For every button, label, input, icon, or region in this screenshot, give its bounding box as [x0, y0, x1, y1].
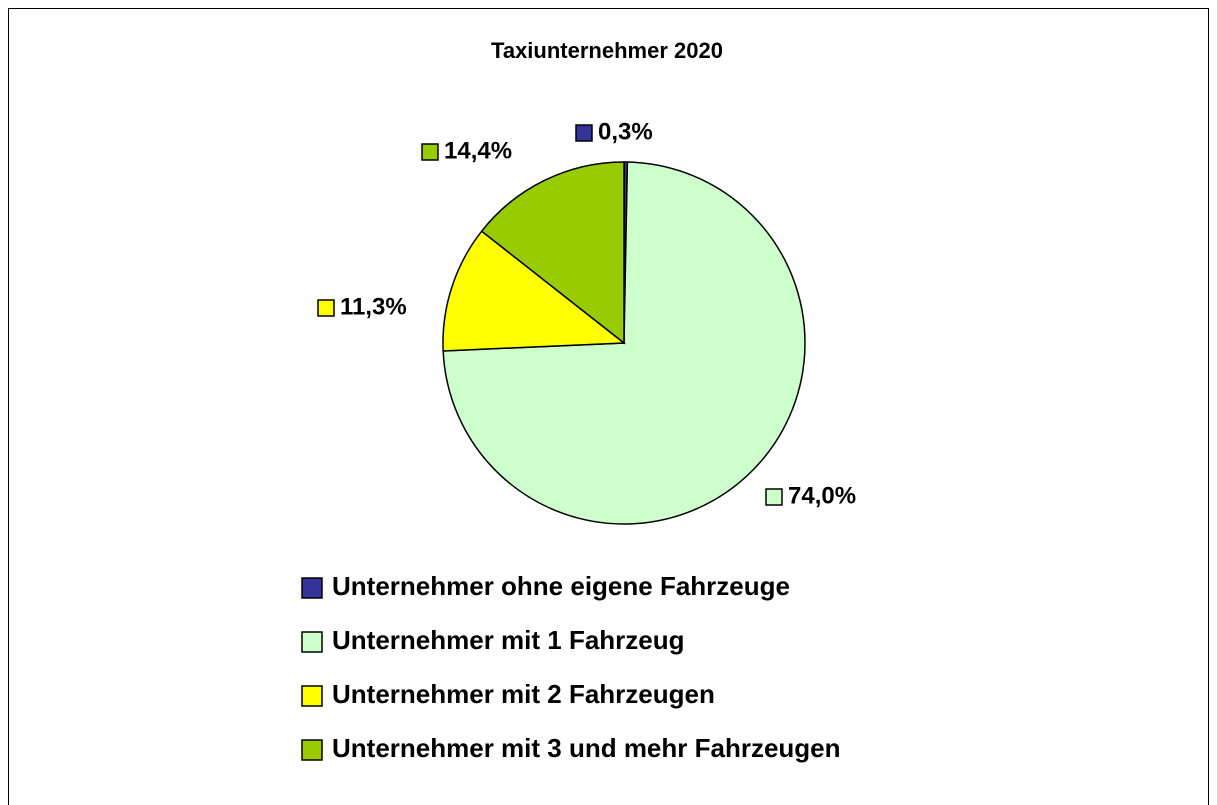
chart-title: Taxiunternehmer 2020: [491, 38, 723, 63]
label-key: [317, 299, 335, 317]
data-label: 11,3%: [340, 293, 407, 320]
pie-slice: [442, 230, 627, 352]
legend-key: [301, 685, 323, 707]
legend-label: Unternehmer ohne eigene Fahrzeuge: [332, 571, 790, 601]
legend-key: [301, 631, 323, 653]
legend-key: [301, 739, 323, 761]
legend-label: Unternehmer mit 1 Fahrzeug: [332, 625, 685, 655]
label-key: [765, 488, 783, 506]
legend-key: [301, 577, 323, 599]
data-label: 14,4%: [444, 137, 512, 164]
pie-slice: [480, 161, 625, 345]
label-key: [575, 124, 593, 142]
data-label: 0,3%: [598, 118, 653, 145]
legend-label: Unternehmer mit 2 Fahrzeugen: [332, 679, 715, 709]
data-label: 74,0%: [788, 482, 856, 509]
legend-label: Unternehmer mit 3 und mehr Fahrzeugen: [332, 733, 841, 763]
label-key: [421, 143, 439, 161]
